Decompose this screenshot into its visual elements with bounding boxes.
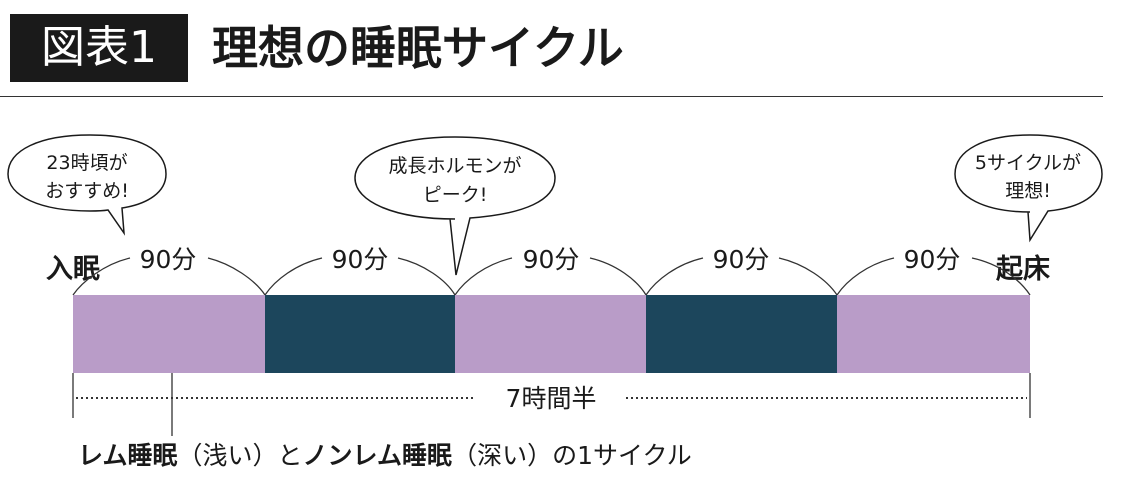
duration-label-3: 90分 (523, 245, 580, 274)
bubble-ideal-cycles-line1: 5サイクルが (975, 152, 1081, 174)
duration-arcs: 90分 90分 90分 90分 90分 (72, 245, 1031, 296)
label-sleep-onset: 入眠 (46, 254, 100, 285)
caption-suffix: の1サイクル (552, 441, 692, 470)
segment-light-1 (73, 295, 265, 373)
segment-deep-2 (646, 295, 837, 373)
segment-light-3 (837, 295, 1030, 373)
label-wake-up: 起床 (996, 253, 1050, 285)
cycle-caption: レム睡眠（浅い）とノンレム睡眠（深い）の1サイクル (78, 440, 692, 472)
duration-label-4: 90分 (713, 245, 770, 274)
caption-rem: レム睡眠 (78, 441, 178, 470)
title-divider (0, 96, 1103, 97)
duration-label-2: 90分 (332, 245, 389, 274)
bubble-ideal-cycles: 5サイクルが 理想! (954, 134, 1103, 243)
bubble-bedtime: 23時頃が おすすめ! (7, 134, 167, 236)
figure-badge: 図表1 (10, 14, 188, 82)
caption-rem-note: （浅い） (177, 441, 278, 470)
segment-deep-1 (265, 295, 455, 373)
page-title: 理想の睡眠サイクル (212, 21, 624, 75)
cycle-bar (73, 295, 1030, 373)
total-duration-label: 7時間半 (506, 384, 597, 413)
duration-label-1: 90分 (140, 245, 197, 274)
bubble-growth-hormone: 成長ホルモンが ピーク! (354, 136, 556, 276)
bubble-growth-hormone-line1: 成長ホルモンが (388, 155, 521, 177)
segment-light-2 (455, 295, 646, 373)
duration-label-5: 90分 (904, 245, 961, 274)
caption-nonrem: ノンレム睡眠 (302, 441, 453, 470)
caption-joiner: と (277, 441, 303, 470)
bubble-bedtime-line2: おすすめ! (45, 180, 129, 202)
caption-nonrem-note: （深い） (452, 441, 553, 470)
bubble-growth-hormone-line2: ピーク! (423, 184, 488, 206)
bubble-ideal-cycles-line2: 理想! (1005, 180, 1051, 202)
total-duration-bracket: 7時間半 (72, 373, 1031, 418)
bubble-bedtime-line1: 23時頃が (46, 152, 127, 174)
